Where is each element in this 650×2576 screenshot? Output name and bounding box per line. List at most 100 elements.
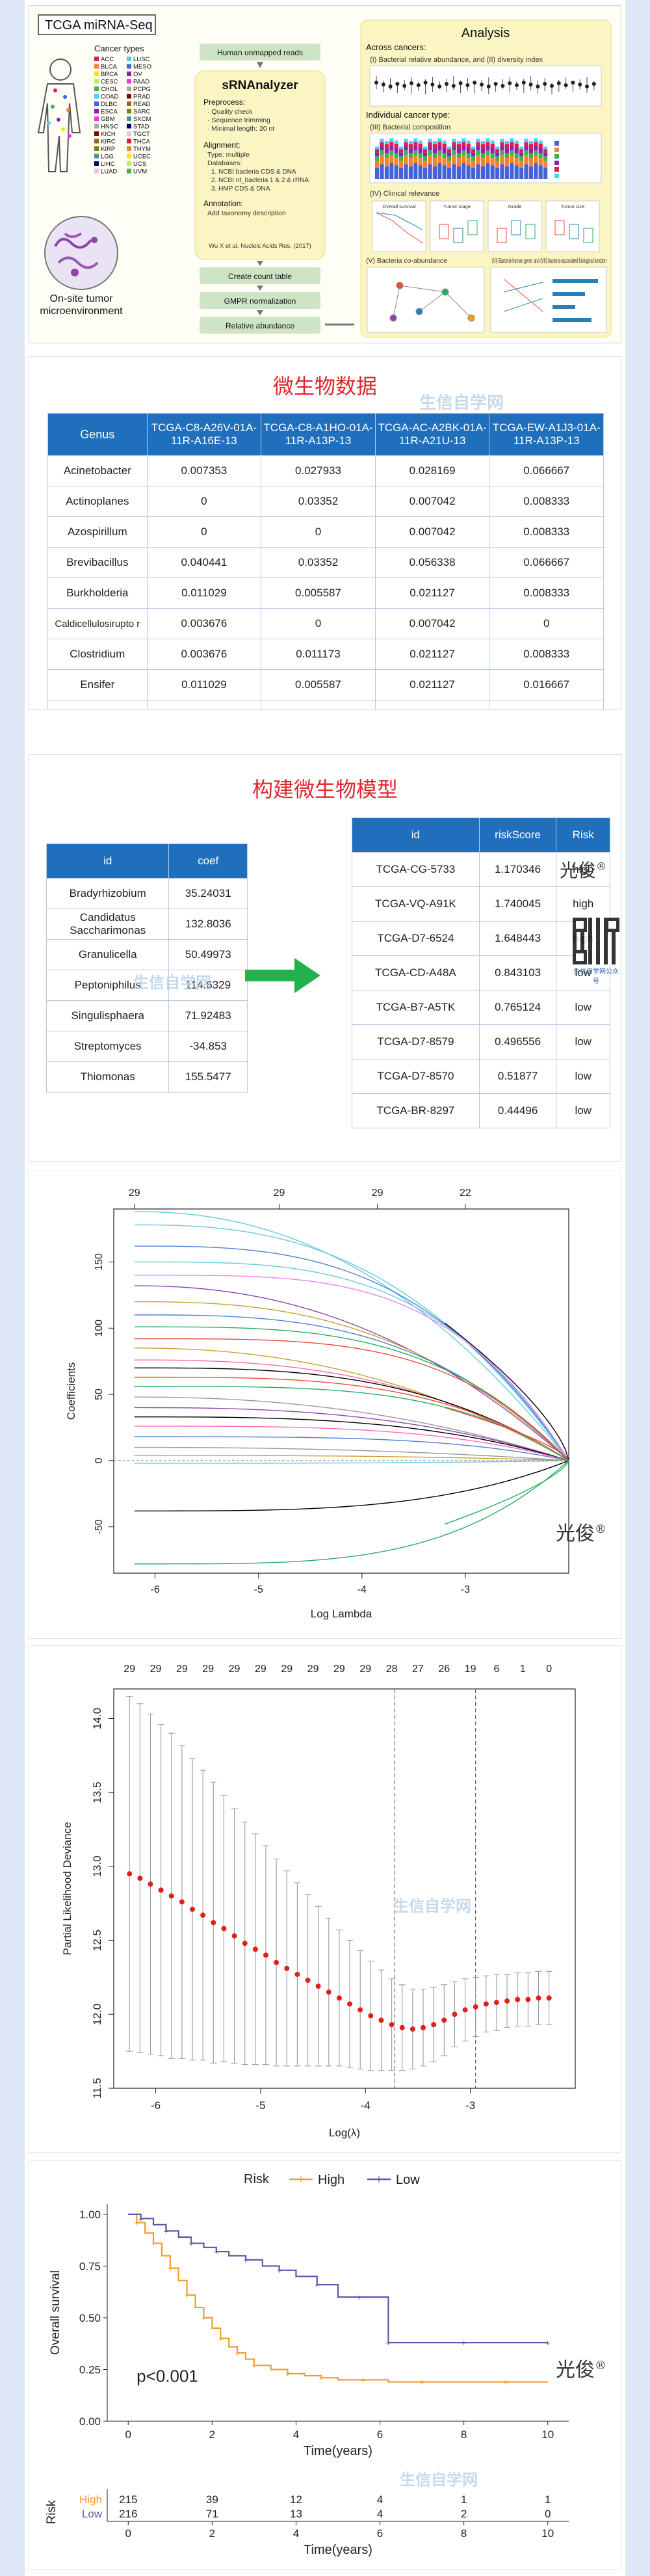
composition-segment bbox=[524, 155, 528, 165]
cancer-type-label: DLBC bbox=[101, 101, 117, 108]
censor-mark: + bbox=[164, 2226, 169, 2236]
x-axis-label: Time(years) bbox=[304, 2444, 372, 2458]
abundance-cell: 0.066667 bbox=[489, 547, 604, 578]
deviance-point bbox=[525, 1997, 531, 2002]
composition-segment bbox=[462, 163, 466, 179]
composition-legend-swatch bbox=[554, 167, 559, 172]
abundance-cell: 0.066667 bbox=[489, 455, 604, 486]
coef-header-coef: coef bbox=[168, 843, 248, 879]
composition-segment bbox=[428, 142, 432, 146]
censor-mark: + bbox=[243, 2255, 248, 2265]
y-tick-label: 13.0 bbox=[91, 1855, 103, 1877]
composition-segment bbox=[538, 140, 543, 144]
clinical-item: (IV) Clinical relevance bbox=[370, 190, 439, 198]
cancer-type-label: KIRC bbox=[101, 139, 116, 146]
top-tick-label: 0 bbox=[546, 1664, 552, 1675]
table-row: Streptomyces -34.853 bbox=[46, 1031, 248, 1062]
abundance-point bbox=[550, 84, 554, 88]
composition-segment bbox=[394, 140, 398, 144]
composition-segment bbox=[534, 163, 538, 179]
deviance-point bbox=[473, 2004, 478, 2010]
abundance-cell: 0.028169 bbox=[374, 455, 490, 486]
composition-segment bbox=[452, 139, 456, 142]
abundance-cell: 0.003676 bbox=[146, 639, 262, 670]
composition-segment bbox=[466, 140, 471, 144]
cancer-type-label: MESO bbox=[133, 64, 151, 71]
top-tick-label: 29 bbox=[281, 1664, 292, 1675]
cancer-type-label: KICH bbox=[101, 131, 116, 138]
composition-segment bbox=[394, 144, 398, 148]
composition-segment bbox=[476, 146, 480, 151]
y-tick-label: 0.50 bbox=[79, 2312, 101, 2324]
composition-segment bbox=[442, 144, 447, 148]
x-tick-label: -5 bbox=[255, 2099, 265, 2112]
composition-segment bbox=[524, 142, 528, 146]
top-tick-label: 29 bbox=[333, 1664, 345, 1675]
database-item: 1. NCBI bacteria CDS & DNA bbox=[211, 168, 296, 176]
composition-segment bbox=[486, 138, 490, 142]
censor-mark: + bbox=[419, 2378, 424, 2387]
abundance-cell: 0.027933 bbox=[261, 455, 376, 486]
abundance-cell: 0.005587 bbox=[261, 669, 376, 700]
composition-segment bbox=[490, 144, 495, 148]
registered-mark-3: ® bbox=[595, 2359, 606, 2372]
organ-dots bbox=[47, 88, 72, 138]
composition-segment bbox=[432, 141, 437, 144]
abundance-cell: 0.007042 bbox=[374, 608, 490, 639]
censor-mark: + bbox=[218, 2334, 223, 2344]
composition-segment bbox=[504, 141, 509, 144]
deviance-point bbox=[252, 1946, 258, 1952]
x-axis-label: Log(λ) bbox=[329, 2127, 360, 2139]
deviance-point bbox=[452, 2012, 458, 2017]
composition-segment bbox=[528, 148, 533, 153]
composition-segment bbox=[519, 156, 524, 161]
censor-mark: + bbox=[168, 2264, 173, 2274]
abundance-cell: 0.021127 bbox=[374, 639, 490, 670]
clinical-panel-title: Tumor size bbox=[561, 204, 585, 209]
composition-segment bbox=[408, 153, 413, 159]
abundance-cell: 0.022346 bbox=[261, 700, 376, 710]
composition-segment bbox=[514, 140, 519, 144]
composition-segment bbox=[466, 153, 471, 159]
composition-segment bbox=[389, 145, 394, 151]
sranalyzer-title: sRNAnalyzer bbox=[222, 79, 298, 92]
cancer-type-label: LUSC bbox=[133, 56, 150, 63]
cancer-type-label: UVM bbox=[133, 168, 147, 176]
risk-cell: 1.648443 bbox=[478, 921, 557, 956]
composition-segment bbox=[418, 144, 422, 148]
x-tick-label: -3 bbox=[465, 2099, 475, 2112]
deviance-point bbox=[190, 1906, 196, 1912]
composition-segment bbox=[418, 153, 422, 159]
coabundance-network bbox=[389, 282, 475, 322]
box-mini bbox=[583, 228, 593, 243]
at-risk-count: 215 bbox=[119, 2493, 137, 2506]
deviance-point bbox=[358, 2007, 363, 2013]
abundance-cell: 0.03352 bbox=[261, 486, 376, 517]
survival-curve bbox=[128, 2213, 548, 2383]
composition-segment bbox=[394, 153, 398, 159]
coefficient-path bbox=[134, 1460, 569, 1565]
composition-legend-swatch bbox=[554, 154, 559, 159]
composition-segment bbox=[504, 148, 509, 153]
composition-segment bbox=[510, 138, 514, 142]
composition-segment bbox=[418, 165, 422, 179]
deviance-point bbox=[231, 1933, 237, 1939]
composition-segment bbox=[408, 141, 413, 144]
composition-segment bbox=[442, 140, 447, 144]
abundance-point bbox=[430, 83, 435, 86]
arrow-right-icon bbox=[245, 958, 320, 993]
composition-segment bbox=[476, 142, 480, 146]
abundance-point bbox=[451, 84, 456, 88]
cancer-type-label: ACC bbox=[101, 56, 114, 63]
composition-segment bbox=[490, 140, 495, 144]
top-tick-label: 27 bbox=[412, 1664, 424, 1675]
microbe-table-header-row: Genus TCGA-C8-A26V-01A-11R-A16E-13 TCGA-C8… bbox=[47, 413, 604, 456]
pipeline-step-box bbox=[200, 267, 320, 284]
gene-function-item: (VI) Bacteria-human gene, and (VII) bact… bbox=[492, 257, 606, 265]
cancer-swatch bbox=[127, 94, 131, 99]
abundance-cell: 0.007042 bbox=[374, 516, 490, 548]
risk-cell: TCGA-VQ-A91K bbox=[352, 886, 480, 922]
y-tick-label: 0.25 bbox=[79, 2363, 101, 2376]
pipeline-step-label: GMPR normalization bbox=[224, 297, 296, 306]
